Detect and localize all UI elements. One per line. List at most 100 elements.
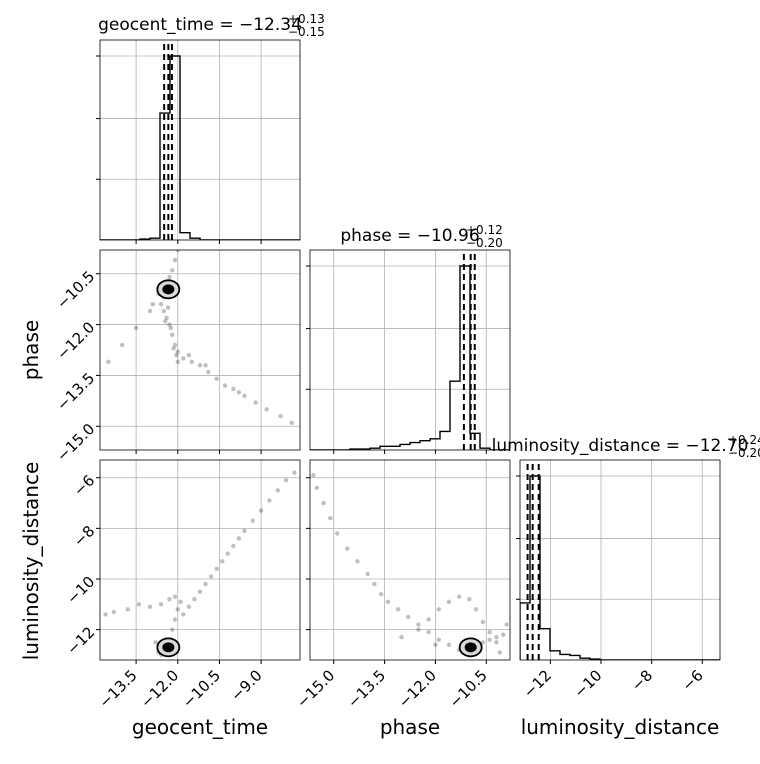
scatter-point	[170, 332, 175, 337]
scatter-point	[328, 516, 333, 521]
scatter-point	[433, 642, 438, 648]
scatter-point	[165, 305, 171, 310]
panel-phase-phase	[306, 249, 511, 454]
y-tick-label-phase: −13.5	[53, 369, 98, 414]
scatter-point	[250, 518, 255, 523]
scatter-point	[242, 393, 247, 398]
scatter-point	[378, 591, 384, 597]
scatter-point	[467, 597, 472, 602]
scatter-point	[365, 571, 370, 577]
x-tick-label-phase: −15.0	[293, 666, 338, 711]
panel-frame	[99, 39, 301, 241]
scatter-point	[220, 559, 225, 564]
luminosity-distance-title: luminosity_distance = −12.70	[492, 436, 749, 456]
panel-geocent_time-luminosity_distance: −13.5−12.0−10.5 −9.0 −12 −10 −8 −6	[63, 459, 301, 712]
scatter-point	[189, 359, 194, 365]
x-tick-label-luminosity_distance: −6	[678, 666, 706, 694]
scatter-point	[446, 599, 452, 604]
scatter-point	[231, 386, 236, 392]
scatter-point	[178, 599, 183, 604]
y-tick-label-phase: −12.0	[53, 318, 98, 363]
scatter-point	[120, 342, 125, 348]
scatter-point	[242, 528, 247, 534]
scatter-point	[321, 500, 326, 506]
scatter-point	[487, 637, 492, 642]
scatter-point	[311, 472, 316, 478]
scatter-point	[168, 325, 174, 331]
y-tick-label-luminosity_distance: −8	[70, 522, 98, 550]
scatter-point	[167, 274, 172, 280]
panel-geocent_time-geocent_time	[96, 39, 301, 244]
y-tick-label-phase: −10.5	[53, 267, 98, 312]
scatter-point	[426, 629, 431, 635]
scatter-point	[494, 640, 499, 645]
scatter-point	[406, 614, 411, 620]
scatter-point	[416, 627, 421, 632]
scatter-point	[289, 420, 294, 426]
scatter-point	[275, 488, 280, 493]
scatter-point	[480, 619, 486, 625]
scatter-point	[167, 597, 172, 602]
scatter-point	[494, 635, 499, 640]
scatter-point	[147, 308, 153, 314]
scatter-point	[174, 352, 179, 358]
scatter-point	[504, 622, 509, 627]
scatter-point	[164, 315, 169, 320]
scatter-point	[186, 352, 192, 358]
scatter-point	[158, 602, 164, 607]
scatter-point	[236, 390, 242, 395]
scatter-point	[456, 594, 462, 599]
scatter-point	[153, 640, 158, 645]
x-tick-label-geocent_time: −13.5	[95, 666, 140, 711]
x-tick-label-geocent_time: −12.0	[137, 666, 182, 711]
scatter-point	[175, 250, 180, 253]
scatter-point	[253, 400, 258, 405]
scatter-point	[225, 551, 230, 556]
x-axis-label-phase: phase	[380, 715, 440, 739]
scatter-point	[480, 640, 486, 645]
scatter-point	[231, 543, 236, 549]
scatter-point	[214, 566, 219, 572]
scatter-point	[446, 642, 452, 648]
panel-frame	[99, 459, 301, 661]
y-axis-label-phase: phase	[19, 320, 43, 380]
x-tick-label-luminosity_distance: −8	[628, 666, 656, 694]
scatter-point	[150, 302, 155, 307]
x-tick-label-phase: −13.5	[344, 666, 389, 711]
scatter-point	[436, 607, 442, 612]
x-tick-label-geocent_time: −9.0	[227, 666, 265, 704]
scatter-point	[283, 478, 289, 483]
scatter-point	[171, 346, 176, 351]
density-core	[162, 642, 175, 653]
y-tick-label-luminosity_distance: −12	[63, 623, 98, 658]
x-axis-label-geocent-time: geocent_time	[132, 715, 268, 739]
scatter-point	[416, 622, 421, 627]
scatter-point	[103, 612, 108, 617]
scatter-phase-luminosity_distance	[311, 472, 509, 658]
scatter-point	[175, 607, 180, 612]
scatter-point	[172, 594, 178, 599]
scatter-point	[172, 257, 178, 263]
scatter-point	[222, 383, 228, 388]
scatter-point	[208, 574, 214, 579]
histogram-phase	[310, 265, 510, 450]
luminosity-distance-title-plus: +0.24	[728, 433, 760, 447]
x-tick-label-phase: −10.5	[446, 666, 491, 711]
scatter-point	[181, 612, 186, 617]
panel-geocent_time-phase: −15.0 −13.5 −12.0 −10.5	[53, 249, 301, 465]
scatter-point	[395, 607, 401, 612]
histogram-luminosity_distance	[520, 475, 720, 660]
panel-frame	[309, 249, 511, 451]
y-tick-label-luminosity_distance: −6	[70, 471, 98, 499]
scatter-point	[172, 342, 178, 348]
scatter-point	[136, 602, 142, 607]
y-tick-label-luminosity_distance: −10	[63, 573, 98, 608]
scatter-point	[133, 325, 139, 331]
scatter-point	[197, 363, 203, 368]
scatter-point	[501, 632, 506, 637]
y-tick-label-phase: −15.0	[53, 420, 98, 465]
scatter-point	[158, 302, 164, 307]
scatter-point	[236, 536, 242, 541]
